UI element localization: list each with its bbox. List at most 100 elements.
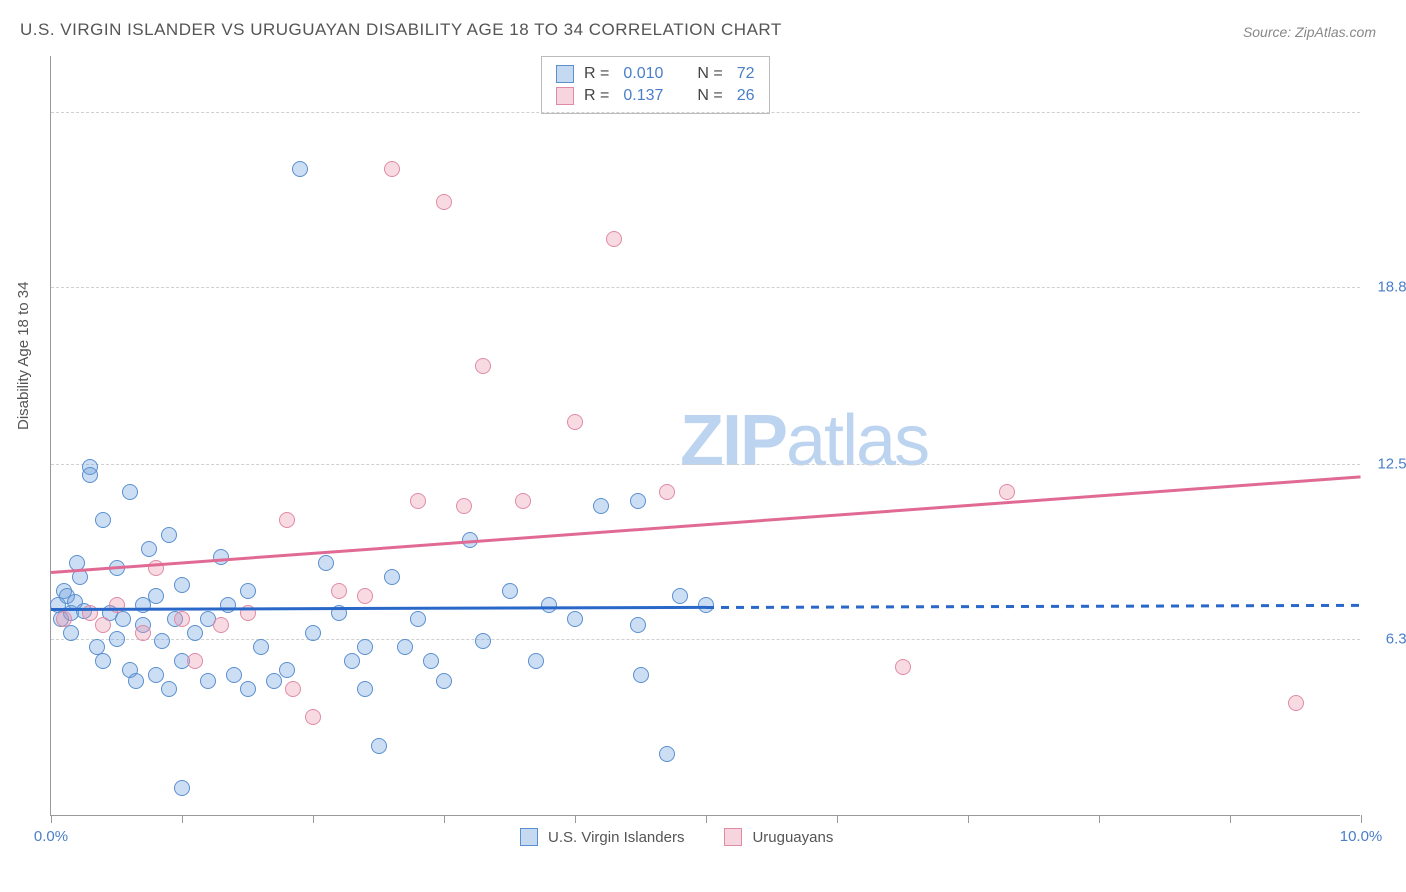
data-point bbox=[174, 577, 190, 593]
data-point bbox=[187, 625, 203, 641]
data-point bbox=[279, 512, 295, 528]
legend-item: Uruguayans bbox=[724, 828, 833, 846]
legend-series-label: Uruguayans bbox=[752, 829, 833, 846]
data-point bbox=[109, 631, 125, 647]
legend-row: R =0.137N =26 bbox=[556, 85, 755, 107]
data-point bbox=[174, 780, 190, 796]
data-point bbox=[659, 746, 675, 762]
x-tick bbox=[51, 815, 52, 823]
data-point bbox=[567, 611, 583, 627]
data-point bbox=[318, 555, 334, 571]
gridline bbox=[51, 464, 1360, 465]
data-point bbox=[371, 738, 387, 754]
data-point bbox=[95, 653, 111, 669]
legend-swatch bbox=[556, 87, 574, 105]
legend-item: U.S. Virgin Islanders bbox=[520, 828, 684, 846]
data-point bbox=[63, 625, 79, 641]
data-point bbox=[633, 667, 649, 683]
x-tick bbox=[968, 815, 969, 823]
data-point bbox=[95, 617, 111, 633]
gridline bbox=[51, 639, 1360, 640]
data-point bbox=[161, 681, 177, 697]
x-tick-label: 10.0% bbox=[1340, 828, 1383, 845]
data-point bbox=[436, 673, 452, 689]
legend-r-label: R = bbox=[584, 87, 609, 105]
data-point bbox=[423, 653, 439, 669]
data-point bbox=[357, 639, 373, 655]
data-point bbox=[698, 597, 714, 613]
data-point bbox=[528, 653, 544, 669]
series-legend: U.S. Virgin Islanders Uruguayans bbox=[520, 828, 833, 846]
x-tick bbox=[182, 815, 183, 823]
data-point bbox=[606, 231, 622, 247]
data-point bbox=[456, 498, 472, 514]
data-point bbox=[672, 588, 688, 604]
legend-swatch bbox=[724, 828, 742, 846]
data-point bbox=[659, 484, 675, 500]
data-point bbox=[95, 512, 111, 528]
data-point bbox=[357, 588, 373, 604]
data-point bbox=[475, 358, 491, 374]
data-point bbox=[305, 625, 321, 641]
data-point bbox=[630, 493, 646, 509]
x-tick bbox=[1361, 815, 1362, 823]
data-point bbox=[122, 484, 138, 500]
data-point bbox=[279, 662, 295, 678]
data-point bbox=[344, 653, 360, 669]
data-point bbox=[502, 583, 518, 599]
data-point bbox=[148, 588, 164, 604]
legend-r-value: 0.137 bbox=[623, 87, 663, 105]
data-point bbox=[240, 681, 256, 697]
y-axis-label: Disability Age 18 to 34 bbox=[15, 282, 32, 430]
legend-series-label: U.S. Virgin Islanders bbox=[548, 829, 684, 846]
y-tick-label: 18.8% bbox=[1377, 278, 1406, 295]
trend-line-pink bbox=[51, 475, 1361, 573]
x-tick bbox=[706, 815, 707, 823]
chart-title: U.S. VIRGIN ISLANDER VS URUGUAYAN DISABI… bbox=[20, 20, 782, 40]
data-point bbox=[436, 194, 452, 210]
y-tick-label: 12.5% bbox=[1377, 456, 1406, 473]
x-tick bbox=[837, 815, 838, 823]
x-tick-label: 0.0% bbox=[34, 828, 68, 845]
x-tick bbox=[1230, 815, 1231, 823]
data-point bbox=[213, 617, 229, 633]
data-point bbox=[187, 653, 203, 669]
data-point bbox=[200, 673, 216, 689]
scatter-chart: R =0.010N =72R =0.137N =26 6.3%12.5%18.8… bbox=[50, 56, 1360, 816]
data-point bbox=[567, 414, 583, 430]
data-point bbox=[220, 597, 236, 613]
data-point bbox=[410, 493, 426, 509]
data-point bbox=[475, 633, 491, 649]
legend-n-label: N = bbox=[697, 87, 722, 105]
source-label: Source: ZipAtlas.com bbox=[1243, 24, 1376, 40]
x-tick bbox=[313, 815, 314, 823]
data-point bbox=[128, 673, 144, 689]
data-point bbox=[135, 625, 151, 641]
legend-swatch bbox=[520, 828, 538, 846]
data-point bbox=[630, 617, 646, 633]
gridline bbox=[51, 287, 1360, 288]
legend-n-value: 72 bbox=[737, 65, 755, 83]
data-point bbox=[148, 667, 164, 683]
data-point bbox=[161, 527, 177, 543]
data-point bbox=[266, 673, 282, 689]
data-point bbox=[240, 583, 256, 599]
data-point bbox=[141, 541, 157, 557]
data-point bbox=[999, 484, 1015, 500]
data-point bbox=[397, 639, 413, 655]
trend-line-blue-dashed bbox=[706, 603, 1361, 608]
data-point bbox=[253, 639, 269, 655]
legend-row: R =0.010N =72 bbox=[556, 63, 755, 85]
data-point bbox=[109, 597, 125, 613]
y-tick-label: 6.3% bbox=[1386, 630, 1406, 647]
data-point bbox=[541, 597, 557, 613]
data-point bbox=[174, 611, 190, 627]
x-tick bbox=[444, 815, 445, 823]
data-point bbox=[1288, 695, 1304, 711]
legend-r-label: R = bbox=[584, 65, 609, 83]
data-point bbox=[384, 161, 400, 177]
data-point bbox=[593, 498, 609, 514]
legend-r-value: 0.010 bbox=[623, 65, 663, 83]
data-point bbox=[305, 709, 321, 725]
data-point bbox=[515, 493, 531, 509]
